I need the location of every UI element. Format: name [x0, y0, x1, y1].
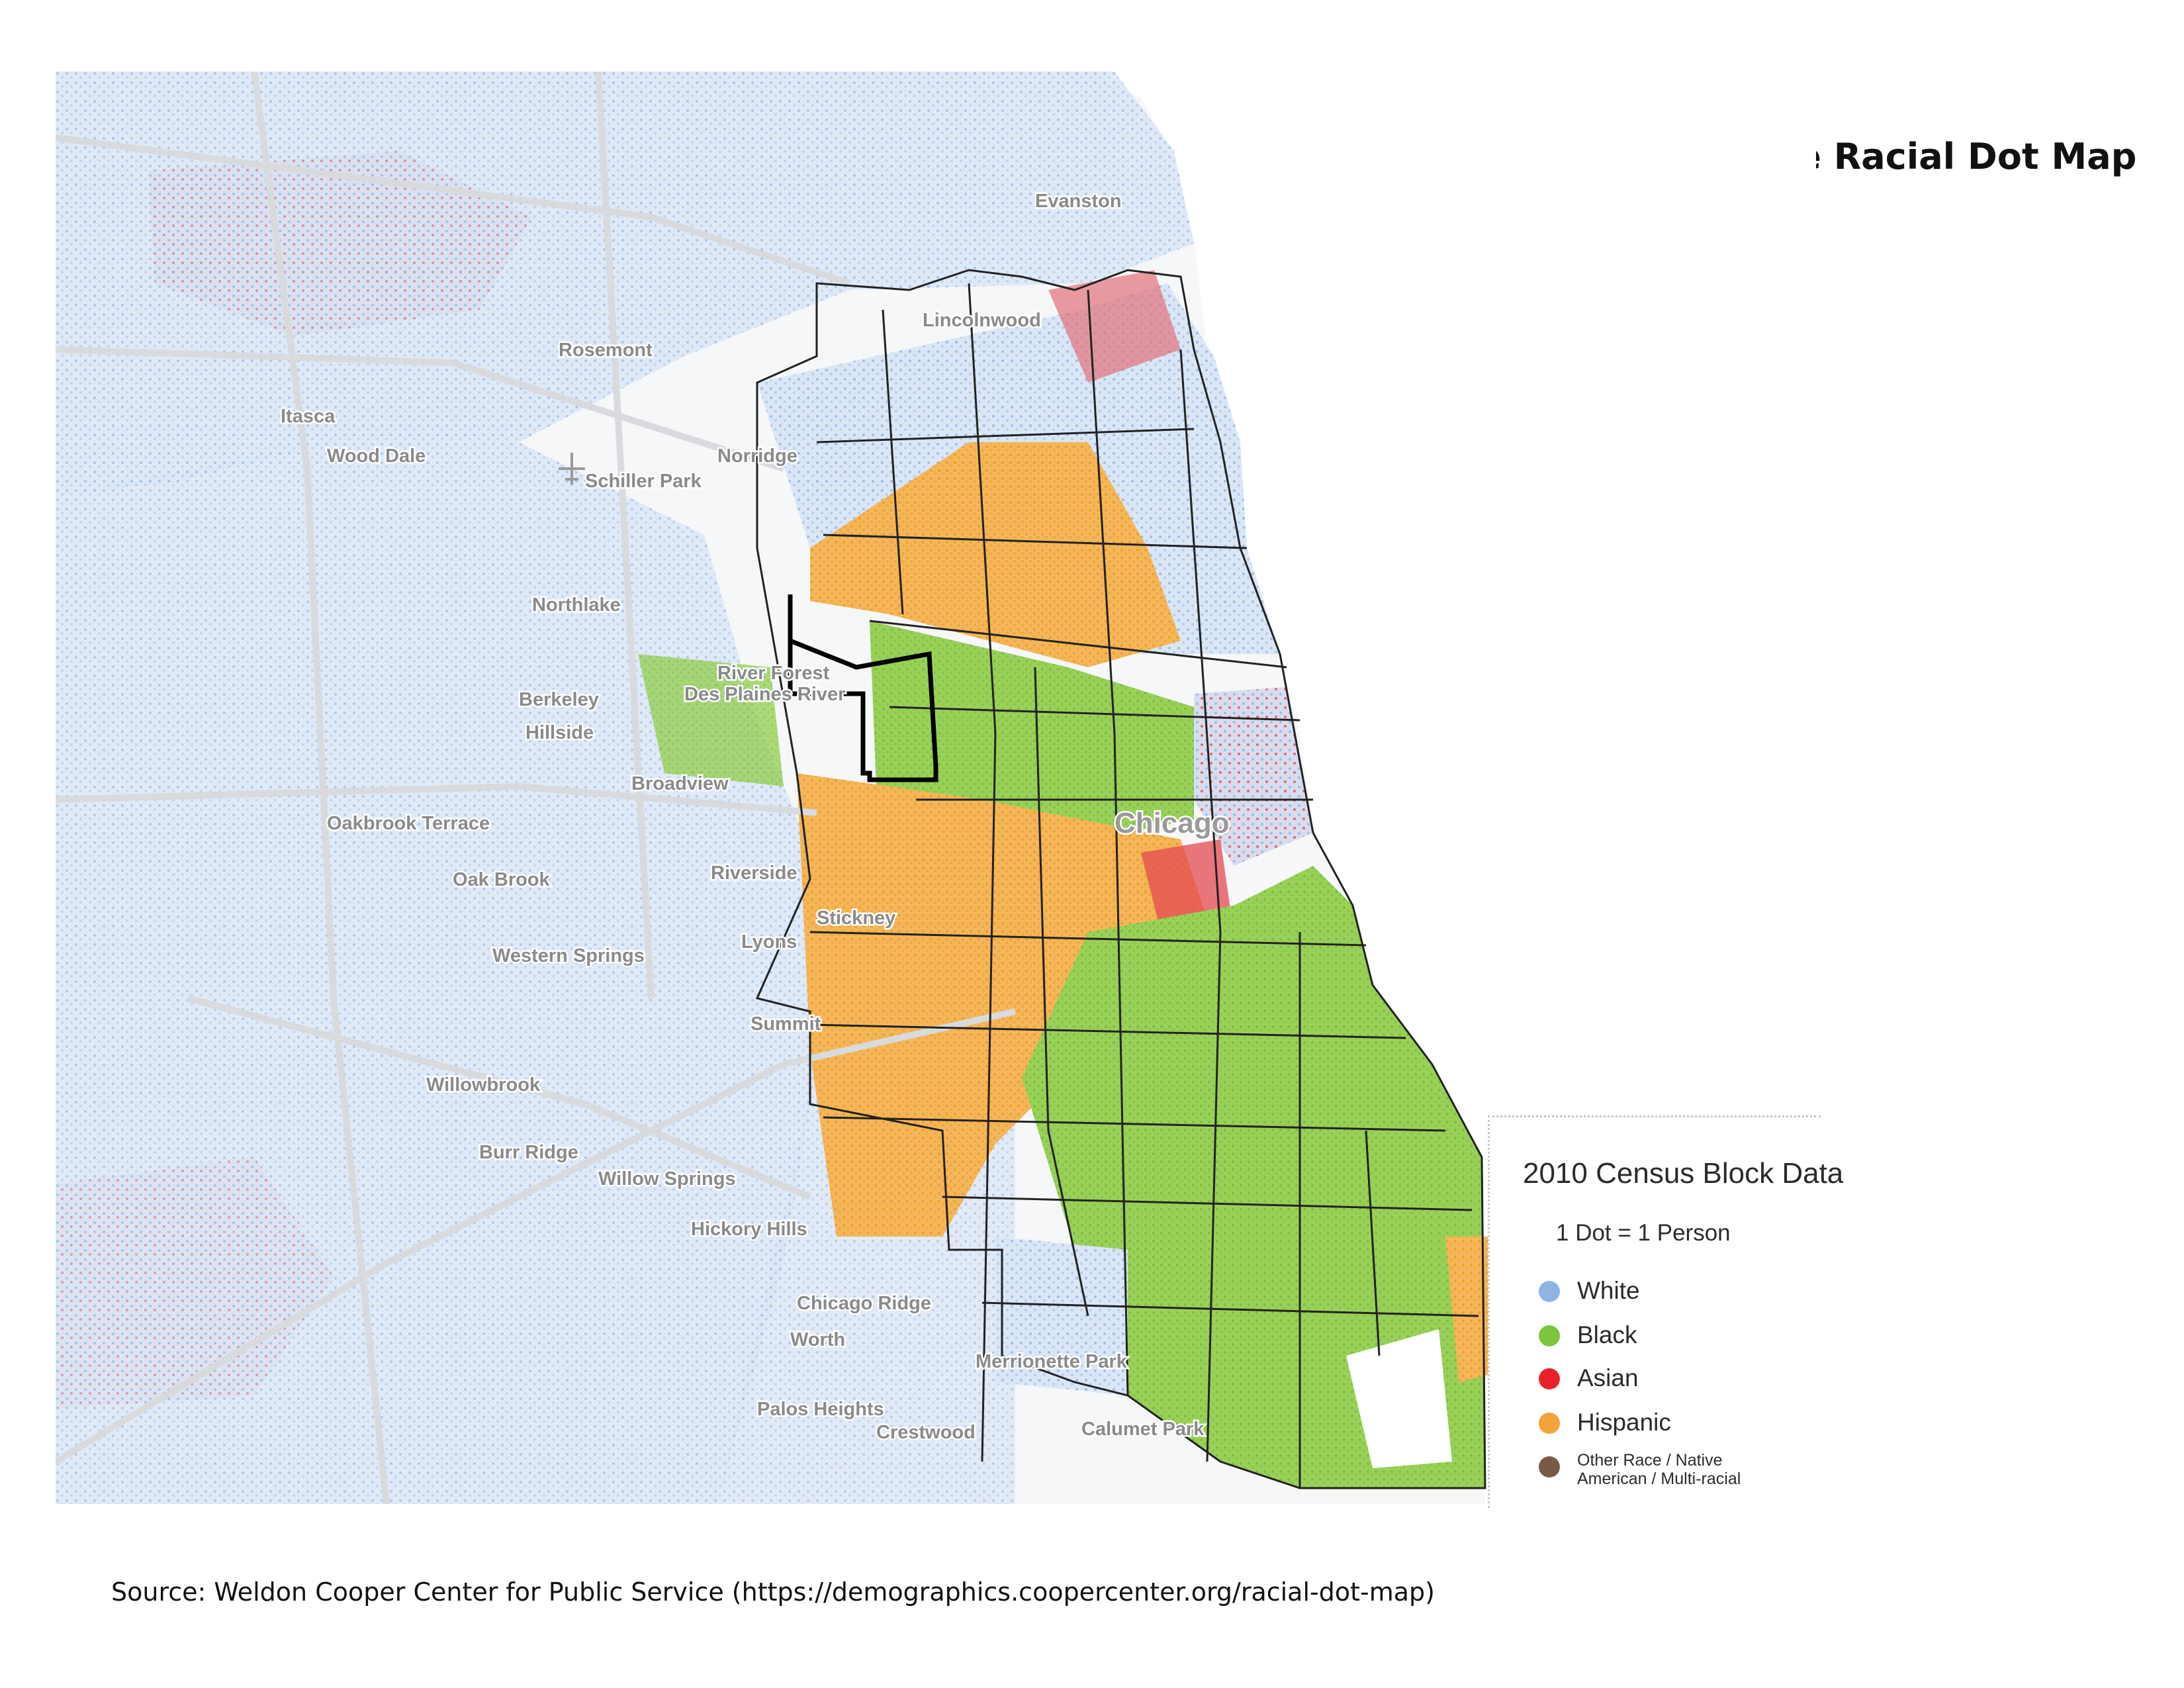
- place-label-summit: Summit: [751, 1013, 821, 1035]
- place-label-chicago: Chicago: [1115, 807, 1230, 839]
- legend-label-white: White: [1577, 1277, 1640, 1304]
- racial-dot-map[interactable]: Evanston Lincolnwood Rosemont Itasca Woo…: [56, 71, 1843, 1508]
- legend-label-hispanic: Hispanic: [1577, 1409, 1671, 1436]
- map-canvas[interactable]: Evanston Lincolnwood Rosemont Itasca Woo…: [56, 71, 1816, 1504]
- suburbs-mixed-southwest: [56, 1157, 334, 1409]
- west-side-black: [870, 621, 1194, 839]
- source-citation: Source: Weldon Cooper Center for Public …: [111, 1577, 1435, 1607]
- place-labels: Evanston Lincolnwood Rosemont Itasca Woo…: [279, 189, 1232, 1445]
- chinatown-cluster: [1141, 839, 1234, 932]
- map-legend: 2010 Census Block Data 1 Dot = 1 Person …: [1488, 1115, 1843, 1508]
- place-label-oakbrook-terrace: Oakbrook Terrace: [327, 813, 490, 834]
- place-label-chicago-ridge: Chicago Ridge: [797, 1293, 931, 1314]
- place-label-oak-brook: Oak Brook: [453, 869, 551, 890]
- place-label-calumet-park: Calumet Park: [1081, 1419, 1205, 1440]
- airport-icon: [559, 453, 585, 485]
- community-area-boundaries: [755, 269, 1486, 1489]
- highlighted-community-area: [788, 594, 938, 782]
- place-label-schiller-park: Schiller Park: [585, 471, 702, 492]
- legend-dot-other: [1539, 1456, 1560, 1477]
- place-label-worth: Worth: [790, 1329, 845, 1350]
- place-label-western-springs: Western Springs: [492, 945, 645, 966]
- place-label-burr-ridge: Burr Ridge: [479, 1142, 578, 1163]
- place-label-norridge: Norridge: [717, 445, 797, 467]
- place-label-lyons: Lyons: [741, 931, 797, 953]
- southwest-white: [995, 1237, 1128, 1395]
- legend-scale: 1 Dot = 1 Person: [1556, 1220, 1731, 1246]
- place-label-itasca: Itasca: [281, 406, 336, 427]
- legend-dot-black: [1539, 1325, 1560, 1346]
- legend-label-other: Other Race / Native American / Multi-rac…: [1577, 1451, 1741, 1488]
- legend-dot-white: [1539, 1281, 1560, 1302]
- legend-title: 2010 Census Block Data: [1523, 1157, 1844, 1190]
- legend-label-asian: Asian: [1577, 1364, 1639, 1391]
- place-label-stickney: Stickney: [817, 908, 895, 929]
- place-label-willow-springs: Willow Springs: [598, 1168, 736, 1190]
- place-label-palos-heights: Palos Heights: [757, 1399, 884, 1420]
- place-label-riverside: Riverside: [711, 863, 797, 884]
- legend-label-black: Black: [1577, 1321, 1637, 1348]
- place-label-lincolnwood: Lincolnwood: [923, 310, 1041, 331]
- suburbs-mixed-north: [148, 151, 532, 336]
- highways: [56, 71, 1017, 1504]
- place-label-broadview: Broadview: [631, 773, 729, 794]
- place-label-hickory-hills: Hickory Hills: [691, 1219, 807, 1240]
- place-label-evanston: Evanston: [1035, 191, 1122, 212]
- place-label-rosemont: Rosemont: [559, 340, 653, 361]
- place-label-merrionette-park: Merrionette Park: [976, 1351, 1128, 1372]
- legend-dot-hispanic: [1539, 1413, 1560, 1434]
- place-label-wood-dale: Wood Dale: [327, 445, 426, 467]
- place-label-crestwood: Crestwood: [876, 1422, 976, 1443]
- asian-cluster-north: [1048, 270, 1181, 383]
- downtown-loop: [1194, 687, 1313, 866]
- legend-dot-asian: [1539, 1368, 1560, 1389]
- place-label-willowbrook: Willowbrook: [426, 1074, 541, 1096]
- hispanic-southwest: [797, 773, 1220, 1237]
- lake-calumet: [1346, 1329, 1452, 1468]
- place-label-river-forest: River Forest: [717, 663, 830, 684]
- place-label-northlake: Northlake: [532, 594, 621, 616]
- south-side-black: [1022, 866, 1485, 1488]
- black-west-suburb: [638, 654, 784, 786]
- place-label-hillside: Hillside: [525, 722, 594, 743]
- place-label-berkeley: Berkeley: [519, 689, 599, 710]
- place-label-des-plaines-river: Des Plaines River: [684, 684, 845, 705]
